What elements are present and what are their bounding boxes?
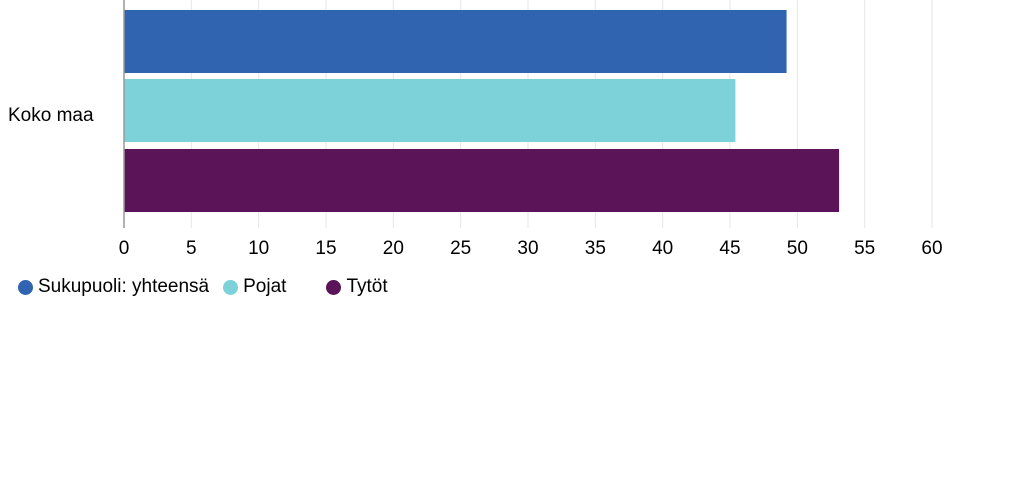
legend-marker — [18, 279, 33, 295]
x-tick-label: 50 — [787, 238, 808, 259]
x-tick-label: 10 — [248, 238, 269, 259]
bar-sukupuoli-yhteensä — [124, 10, 787, 73]
legend-label: Tytöt — [346, 276, 388, 297]
legend-item[interactable]: Tytöt — [326, 276, 388, 298]
x-tick-label: 20 — [383, 238, 404, 259]
x-tick-label: 60 — [921, 238, 942, 259]
legend-marker — [223, 279, 239, 295]
legend-label: Sukupuoli: yhteensä — [38, 276, 210, 297]
x-tick-label: 35 — [585, 238, 606, 259]
legend-marker — [326, 279, 342, 295]
legend-label: Pojat — [243, 276, 287, 297]
x-tick-label: 25 — [450, 238, 471, 259]
category-labels: Koko maa — [8, 105, 94, 126]
legend-item[interactable]: Pojat — [223, 276, 286, 298]
x-tick-label: 0 — [119, 238, 130, 259]
x-tick-label: 40 — [652, 238, 673, 259]
x-tick-label: 5 — [186, 238, 197, 259]
legend: Sukupuoli: yhteensä Pojat Tytöt — [18, 276, 402, 298]
bars — [124, 10, 840, 212]
x-axis-ticks: 0 5 10 15 20 25 30 35 40 45 50 55 60 — [119, 238, 943, 259]
x-tick-label: 15 — [315, 238, 336, 259]
bar-pojat — [124, 79, 736, 142]
bar-tytöt — [124, 149, 840, 212]
x-tick-label: 30 — [517, 238, 538, 259]
x-tick-label: 45 — [719, 238, 740, 259]
x-tick-label: 55 — [854, 238, 875, 259]
legend-item[interactable]: Sukupuoli: yhteensä — [18, 276, 209, 298]
category-label: Koko maa — [8, 105, 94, 126]
